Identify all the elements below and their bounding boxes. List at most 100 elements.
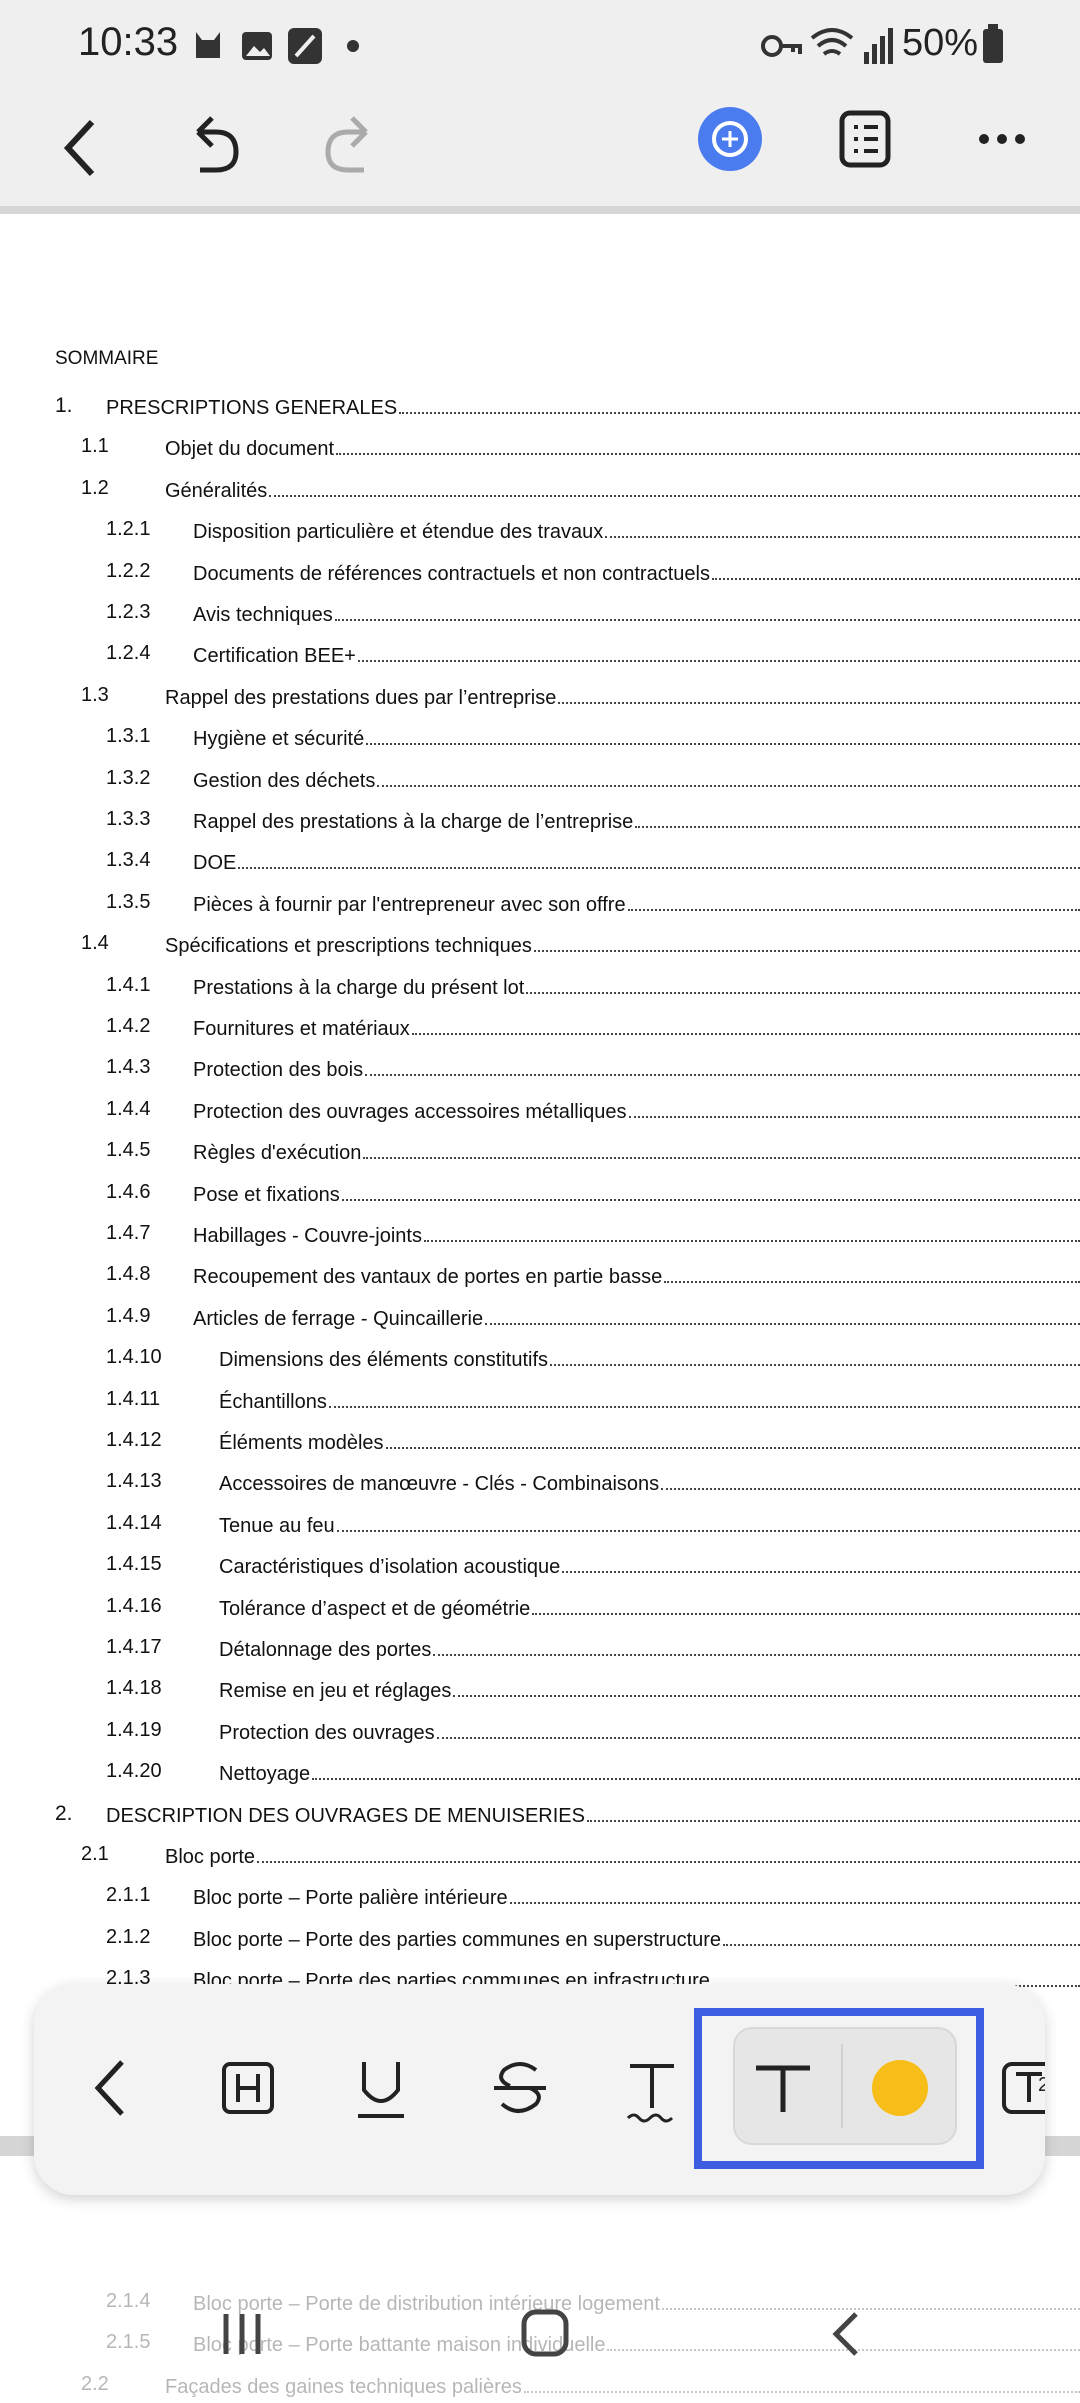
toc-entry: 1.4.6 Pose et fixations: [0, 1181, 1080, 1211]
toc-number: 1.4.9: [106, 1304, 151, 1327]
undo-button[interactable]: [196, 116, 239, 173]
toc-number: 2.1.5: [106, 2331, 151, 2354]
toc-title: Rappel des prestations dues par l’entrep…: [165, 686, 557, 709]
dot-leader: [336, 1512, 1080, 1532]
toc-number: 1.4.8: [106, 1263, 151, 1286]
dot-leader: [711, 560, 1080, 580]
recents-button[interactable]: [223, 2314, 261, 2354]
highlight-color-button[interactable]: [872, 2060, 928, 2116]
toc-entry: 1.4.8 Recoupement des vantaux de portes e…: [0, 1263, 1080, 1293]
toc-number: 1.4.15: [106, 1553, 162, 1576]
toc-number: 1.4.18: [106, 1677, 162, 1700]
dot-leader: [269, 477, 1080, 497]
toc-title: Gestion des déchets: [193, 769, 376, 792]
toc-title: Disposition particulière et étendue des …: [193, 521, 604, 544]
toc-line: Dimensions des éléments constitutifs: [219, 1346, 1080, 1372]
toc-title: Certification BEE+: [193, 645, 356, 668]
dot-leader: [238, 849, 1080, 870]
toc-entry: 1.4.7 Habillages - Couvre-joints: [0, 1222, 1080, 1252]
more-button[interactable]: [979, 134, 1025, 144]
toc-entry: 2.2 Façades des gaines techniques palière…: [0, 2373, 1080, 2403]
toc-line: Éléments modèles: [219, 1429, 1080, 1455]
dot-leader: [627, 891, 1080, 911]
toc-entry: 1.4.12 Éléments modèles: [0, 1429, 1080, 1459]
toc-title: Rappel des prestations à la charge de l’…: [193, 811, 634, 833]
toc-entry: 1.3.5 Pièces à fournir par l'entrepreneur…: [0, 891, 1080, 921]
toc-number: 1.4.16: [106, 1594, 162, 1617]
underline-button[interactable]: [358, 2062, 404, 2118]
toc-entry: 1. PRESCRIPTIONS GENERALES: [0, 394, 1080, 424]
dot-leader: [558, 684, 1080, 704]
toc-line: DOE: [193, 849, 1080, 875]
wavy-underline-button[interactable]: [626, 2064, 674, 2123]
toc-line: Pose et fixations: [193, 1181, 1080, 1207]
toc-line: Recoupement des vantaux de portes en par…: [193, 1263, 1080, 1289]
toc-line: Nettoyage: [219, 1760, 1080, 1786]
toc-title: Échantillons: [219, 1390, 327, 1413]
outline-button[interactable]: [839, 110, 891, 168]
text-box-button[interactable]: [1002, 2062, 1045, 2114]
toc-entry: 1.4.19 Protection des ouvrages: [0, 1719, 1080, 1749]
toc-line: Tolérance d’aspect et de géométrie: [219, 1595, 1080, 1621]
toc-number: 2.1.1: [106, 1884, 151, 1907]
toc-number: 1.4.10: [106, 1346, 162, 1369]
toc-title: Pose et fixations: [193, 1183, 340, 1206]
dot-leader: [485, 1305, 1080, 1325]
toc-line: Certification BEE+: [193, 642, 1080, 668]
dot-leader: [523, 2373, 1080, 2393]
toc-entry: 1.4.20 Nettoyage: [0, 1760, 1080, 1790]
dot-leader: [366, 725, 1080, 746]
toc-line: Disposition particulière et étendue des …: [193, 518, 1080, 544]
heading-button[interactable]: [222, 2062, 274, 2114]
toc-number: 1.4.17: [106, 1636, 162, 1658]
dot-leader: [399, 394, 1080, 414]
dot-leader: [453, 1677, 1080, 1698]
toc-title: Avis techniques: [193, 604, 333, 626]
back-button[interactable]: [63, 119, 95, 177]
toc-number: 1.4.12: [106, 1429, 162, 1451]
toc-entry: 1.2.4 Certification BEE+: [0, 642, 1080, 672]
toc-line: Protection des ouvrages: [219, 1719, 1080, 1745]
strikethrough-button[interactable]: [494, 2062, 546, 2113]
toc-title: Pièces à fournir par l'entrepreneur avec…: [193, 893, 626, 916]
toc-title: Protection des ouvrages accessoires méta…: [193, 1100, 627, 1123]
toc-title: Accessoires de manœuvre - Clés - Combina…: [219, 1473, 660, 1496]
toc-title: DOE: [193, 852, 237, 875]
toc-entry: 1.4.5 Règles d'exécution: [0, 1139, 1080, 1169]
toc-line: Avis techniques: [193, 601, 1080, 627]
toc-number: 1.4.13: [106, 1470, 162, 1493]
next-page-text: 2.1.4 Bloc porte – Porte de distribution …: [0, 2156, 1080, 2400]
nav-back-button[interactable]: [832, 2312, 858, 2356]
toc-number: 1.: [55, 394, 73, 417]
dot-leader: [423, 1222, 1080, 1242]
home-button[interactable]: [521, 2309, 569, 2357]
toc-number: 2.1.4: [106, 2290, 151, 2312]
toc-title: Règles d'exécution: [193, 1142, 362, 1165]
dot-leader: [328, 1388, 1080, 1408]
dot-leader: [526, 974, 1080, 994]
toc-line: Fournitures et matériaux: [193, 1015, 1080, 1041]
toc-number: 1.4.14: [106, 1511, 162, 1534]
toc-entry: 1.3.3 Rappel des prestations à la charge …: [0, 808, 1080, 838]
toolbar-back[interactable]: [94, 2060, 124, 2116]
toc-title: Tenue au feu: [219, 1514, 335, 1537]
toc-entry: 1.3.1 Hygiène et sécurité: [0, 725, 1080, 755]
toc-entry: 1.3.4 DOE: [0, 849, 1080, 879]
toc-entry: 1.2.1 Disposition particulière et étendue…: [0, 518, 1080, 548]
toc-number: 1.3.4: [106, 849, 151, 872]
redo-button[interactable]: [325, 116, 368, 173]
toc-entry: 1.4.11 Échantillons: [0, 1388, 1080, 1418]
toc-title: DESCRIPTION DES OUVRAGES DE MENUISERIES: [106, 1804, 585, 1827]
toc-number: 1.4.20: [106, 1760, 162, 1783]
text-color-button[interactable]: [756, 2065, 810, 2112]
dot-leader: [363, 1139, 1080, 1160]
toc-title: Généralités: [165, 479, 268, 502]
toc-title: Protection des bois: [193, 1059, 364, 1082]
toc-entry: 1.4.16 Tolérance d’aspect et de géométrie: [0, 1595, 1080, 1625]
toc-line: Pièces à fournir par l'entrepreneur avec…: [193, 891, 1080, 917]
dot-leader: [664, 1263, 1080, 1284]
toc-number: 1.1: [81, 435, 109, 458]
ai-assistant-button[interactable]: [698, 107, 762, 171]
dot-leader: [509, 1884, 1080, 1905]
dot-leader: [635, 808, 1080, 828]
